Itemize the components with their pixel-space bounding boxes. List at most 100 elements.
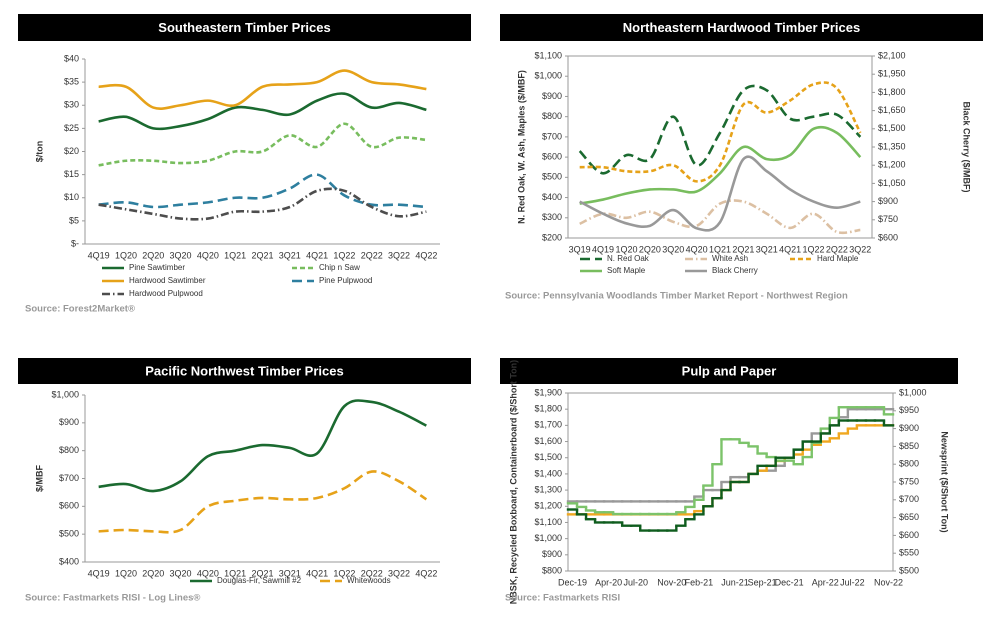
y-tick-label: $800	[542, 565, 562, 575]
source-note: Source: Fastmarkets RISI	[505, 593, 620, 604]
y-tick-label: $1,800	[534, 404, 562, 414]
y2-tick-label: $800	[899, 459, 919, 469]
chart-title: Southeastern Timber Prices	[158, 20, 330, 35]
x-tick-label: Apr-20	[595, 577, 622, 587]
x-tick-label: 1Q22	[333, 250, 355, 260]
x-tick-label: 2Q20	[142, 568, 164, 578]
y-tick-label: $700	[542, 131, 562, 141]
x-tick-label: 1Q21	[224, 568, 246, 578]
chart-header	[500, 14, 983, 41]
x-tick-label: Apr-22	[812, 577, 839, 587]
x-tick-label: 3Q22	[849, 244, 871, 254]
y-tick-label: $1,300	[534, 484, 562, 494]
legend-label: White Ash	[712, 254, 748, 263]
y-tick-label: $10	[64, 192, 79, 202]
y2-tick-label: $1,950	[878, 69, 906, 79]
y-tick-label: $40	[64, 53, 79, 63]
series-line	[98, 470, 428, 534]
x-tick-label: 3Q21	[279, 568, 301, 578]
x-tick-label: 2Q22	[826, 244, 848, 254]
source-note: Source: Pennsylvania Woodlands Timber Ma…	[505, 291, 848, 302]
legend-label: Soft Maple	[607, 266, 646, 275]
series-line	[579, 199, 861, 235]
legend-label: Whitewoods	[347, 576, 391, 585]
source-note: Source: Fastmarkets RISI - Log Lines®	[25, 593, 200, 604]
x-tick-label: 4Q21	[779, 244, 801, 254]
y-tick-label: $1,100	[534, 517, 562, 527]
y2-tick-label: $900	[878, 196, 898, 206]
legend-label: Chip n Saw	[319, 263, 360, 272]
y2-tick-label: $1,200	[878, 160, 906, 170]
series-line	[98, 399, 427, 493]
y2-tick-label: $750	[899, 476, 919, 486]
y-axis-label: N. Red Oak, W. Ash, Maples ($/MBF)	[516, 70, 526, 224]
x-tick-label: 2Q20	[639, 244, 661, 254]
y-tick-label: $500	[59, 529, 79, 539]
chart-title: Pacific Northwest Timber Prices	[145, 363, 343, 378]
x-tick-label: Nov-20	[657, 577, 686, 587]
x-tick-label: 4Q22	[415, 568, 437, 578]
chart-header	[18, 14, 471, 41]
y-tick-label: $1,400	[534, 468, 562, 478]
x-tick-label: Nov-22	[874, 577, 903, 587]
y2-tick-label: $950	[899, 405, 919, 415]
y-tick-label: $1,700	[534, 420, 562, 430]
legend-label: Black Cherry	[712, 266, 758, 275]
y-tick-label: $400	[542, 192, 562, 202]
x-tick-label: Dec-19	[558, 577, 587, 587]
x-tick-label: 3Q20	[170, 250, 192, 260]
x-tick-label: 4Q19	[88, 568, 110, 578]
x-tick-label: 3Q19	[569, 244, 591, 254]
x-tick-label: 4Q21	[306, 568, 328, 578]
x-tick-label: 2Q21	[732, 244, 754, 254]
legend-label: Hard Maple	[817, 254, 859, 263]
y2-tick-label: $500	[899, 565, 919, 575]
y-tick-label: $25	[64, 123, 79, 133]
series-line	[98, 69, 427, 110]
x-tick-label: 4Q21	[306, 250, 328, 260]
y-tick-label: $300	[542, 212, 562, 222]
chart-title: Northeastern Hardwood Timber Prices	[623, 20, 860, 35]
legend-label: Hardwood Pulpwood	[129, 289, 203, 298]
x-tick-label: 1Q21	[709, 244, 731, 254]
x-tick-label: 1Q20	[115, 568, 137, 578]
y-tick-label: $400	[59, 556, 79, 566]
x-tick-label: Jul-22	[840, 577, 865, 587]
y-tick-label: $1,000	[534, 533, 562, 543]
legend-label: N. Red Oak	[607, 254, 650, 263]
y2-tick-label: $2,100	[878, 50, 906, 60]
series-line	[98, 122, 427, 167]
x-tick-label: Dec-21	[775, 577, 804, 587]
legend-label: Hardwood Sawtimber	[129, 276, 206, 285]
x-tick-label: 1Q22	[803, 244, 825, 254]
y2-axis-label: Black Cherry ($/MBF)	[962, 101, 972, 192]
y2-tick-label: $750	[878, 214, 898, 224]
y-tick-label: $1,600	[534, 436, 562, 446]
x-tick-label: 3Q22	[388, 250, 410, 260]
x-tick-label: Feb-21	[685, 577, 714, 587]
y-tick-label: $-	[71, 238, 79, 248]
y-tick-label: $800	[542, 111, 562, 121]
y2-tick-label: $1,050	[878, 178, 906, 188]
x-tick-label: 2Q21	[251, 250, 273, 260]
x-tick-label: 4Q20	[197, 250, 219, 260]
x-tick-label: 3Q21	[756, 244, 778, 254]
y-tick-label: $200	[542, 232, 562, 242]
y2-tick-label: $550	[899, 548, 919, 558]
y-tick-label: $1,000	[534, 71, 562, 81]
x-tick-label: 2Q22	[361, 568, 383, 578]
series-line	[579, 81, 862, 183]
y-tick-label: $1,100	[534, 50, 562, 60]
x-tick-label: 3Q20	[662, 244, 684, 254]
y2-tick-label: $900	[899, 423, 919, 433]
x-tick-label: 1Q22	[333, 568, 355, 578]
y-tick-label: $800	[59, 445, 79, 455]
y-tick-label: $600	[59, 501, 79, 511]
x-tick-label: 2Q21	[251, 568, 273, 578]
y-tick-label: $600	[542, 151, 562, 161]
y-tick-label: $500	[542, 172, 562, 182]
x-tick-label: Sep-21	[748, 577, 777, 587]
x-tick-label: 4Q19	[592, 244, 614, 254]
chart-title: Pulp and Paper	[682, 363, 777, 378]
